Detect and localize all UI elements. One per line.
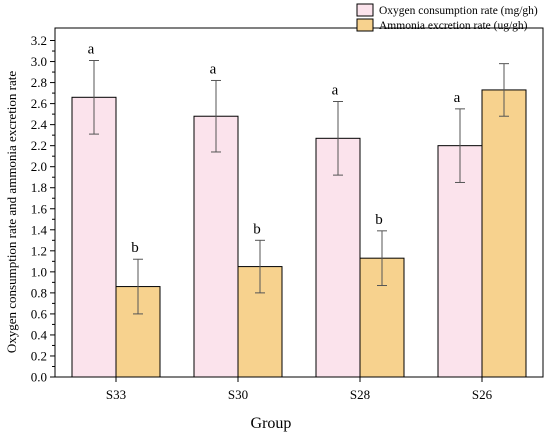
significance-letter: b [131,240,139,256]
y-tick-label: 2.6 [31,96,48,111]
significance-letter: b [375,212,383,228]
y-tick-label: 1.8 [31,180,47,195]
legend-swatch [356,3,374,17]
bar [437,145,483,378]
y-tick-label: 2.0 [31,159,47,174]
significance-letter: a [210,61,217,77]
y-tick-label: 3.0 [31,54,47,69]
plot-frame [54,27,544,378]
y-tick-label: 0.8 [31,285,47,300]
y-tick-label: 2.8 [31,75,47,90]
y-tick-label: 0.2 [31,348,47,363]
y-tick-label: 0.6 [31,306,48,321]
y-tick-label: 2.2 [31,138,47,153]
significance-letter: b [253,221,261,237]
y-tick-label: 1.4 [31,222,48,237]
x-tick-label: S33 [106,387,126,402]
y-tick-label: 1.2 [31,243,47,258]
y-axis-title: Oxygen consumption rate and ammonia excr… [4,71,19,354]
bar [193,115,239,378]
legend: Oxygen consumption rate (mg/gh) Ammonia e… [356,3,538,32]
x-axis-title: Group [251,415,292,432]
x-tick-label: S26 [472,387,493,402]
plot-area: 0.0 0.2 0.4 0.6 0.8 1.0 1.2 1.4 1.6 1.8 2.0 2.2 2.4 2… [31,27,544,402]
legend-label: Oxygen consumption rate (mg/gh) [379,5,538,17]
significance-letter: a [332,83,339,99]
legend-label: Ammonia excretion rate (ug/gh) [379,20,528,32]
bar [315,137,361,378]
significance-letter: a [454,90,461,106]
y-tick-label: 1.6 [31,201,48,216]
y-tick-label: 0.0 [31,370,47,385]
y-tick-label: 3.2 [31,33,47,48]
y-tick-label: 1.0 [31,264,47,279]
y-tick-label: 2.4 [31,117,48,132]
legend-swatch [356,18,374,32]
x-tick-label: S30 [228,387,248,402]
bar [481,89,527,378]
bar [71,96,117,378]
significance-letter: a [88,41,95,57]
y-tick-label: 0.4 [31,327,48,342]
x-tick-label: S28 [350,387,370,402]
